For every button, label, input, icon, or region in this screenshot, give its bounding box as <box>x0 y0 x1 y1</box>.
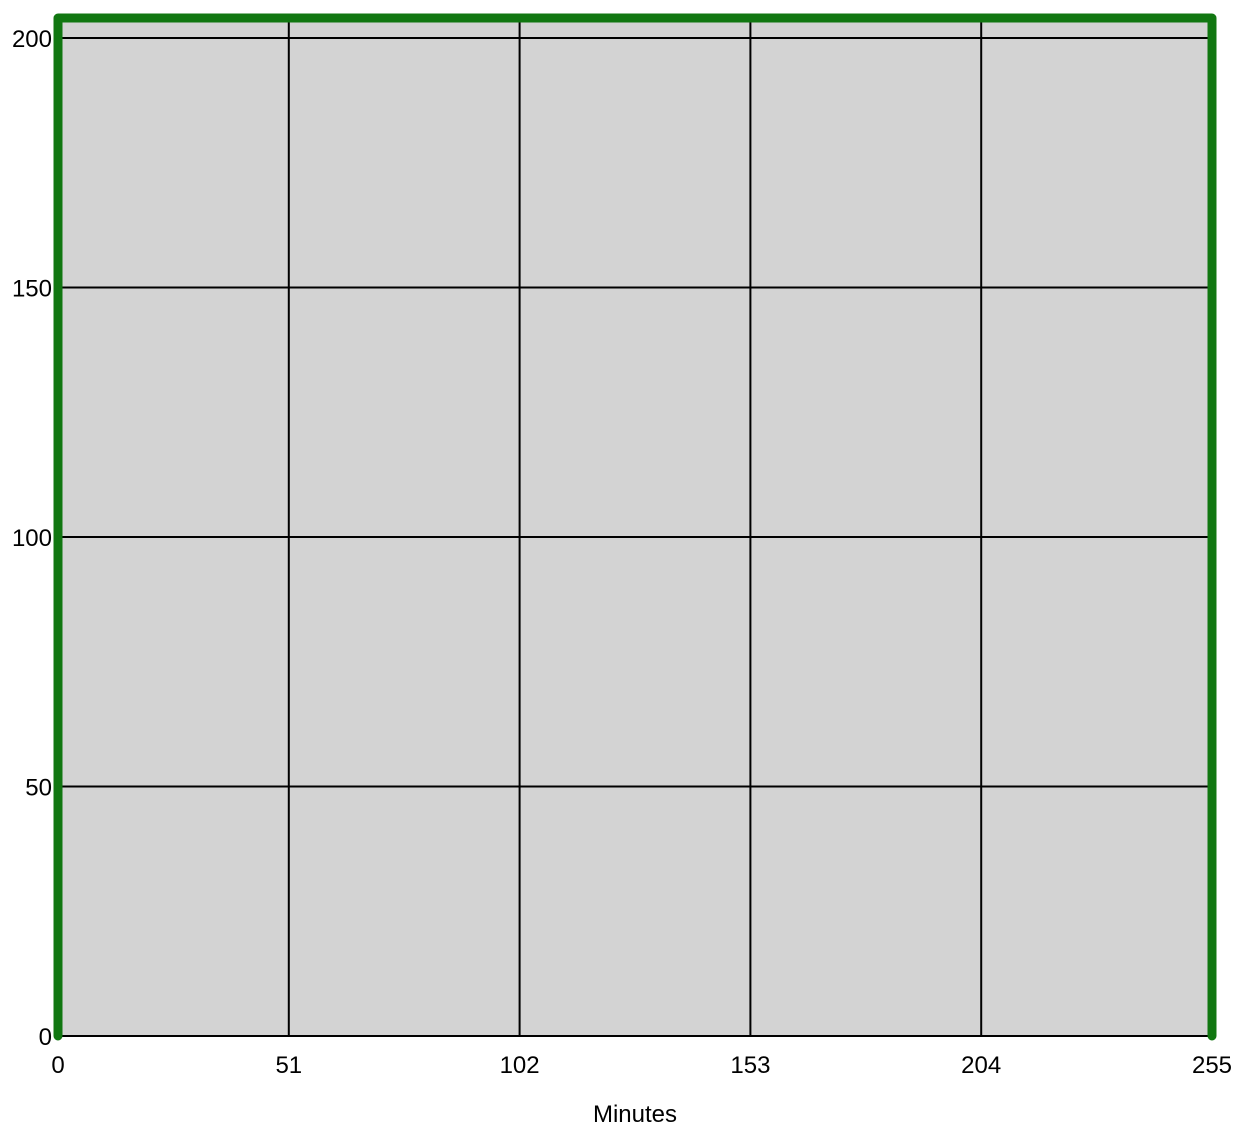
y-tick-label: 50 <box>25 774 52 801</box>
y-tick-label: 200 <box>12 26 52 53</box>
x-axis-label: Minutes <box>593 1101 677 1126</box>
series-line <box>53 13 1217 1041</box>
x-tick-label: 255 <box>1192 1052 1232 1079</box>
y-tick-label: 0 <box>39 1024 52 1051</box>
x-tick-label: 0 <box>51 1052 64 1079</box>
y-tick-label: 100 <box>12 525 52 552</box>
x-tick-label: 51 <box>275 1052 302 1079</box>
x-tick-label: 102 <box>500 1052 540 1079</box>
x-tick-label: 204 <box>961 1052 1001 1079</box>
x-tick-label: 153 <box>730 1052 770 1079</box>
tick-labels: 0 51 102 153 204 255 0 50 100 150 200 <box>12 26 1232 1079</box>
series-lines <box>53 13 1217 1041</box>
plot-background <box>58 18 1212 1036</box>
y-tick-label: 150 <box>12 275 52 302</box>
